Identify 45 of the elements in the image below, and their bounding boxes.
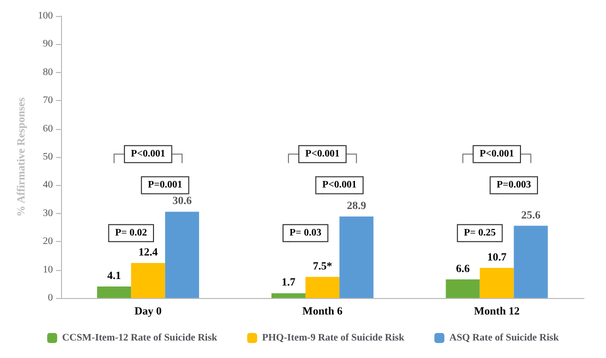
bar (97, 286, 132, 298)
data-label: 10.7 (487, 251, 507, 264)
annotation: P<0.001 (322, 180, 357, 191)
legend-label: CCSM-Item-12 Rate of Suicide Risk (62, 332, 218, 344)
bar (339, 216, 374, 298)
data-label: 4.1 (107, 270, 121, 282)
bar (305, 276, 340, 298)
y-tick-label: 20 (42, 236, 53, 248)
data-label: 25.6 (521, 209, 541, 222)
data-label: 7.5* (312, 260, 333, 272)
y-axis-title: % Affirmative Responses (16, 96, 28, 217)
y-tick-label: 70 (42, 95, 53, 106)
data-label: 28.9 (346, 200, 367, 212)
y-tick-label: 40 (42, 180, 53, 191)
y-tick-label: 50 (42, 152, 53, 162)
x-tick-label: Month 12 (474, 306, 520, 318)
annotation: P= 0.25 (464, 228, 496, 239)
bar (480, 268, 514, 298)
data-label: 1.7 (282, 276, 296, 289)
bar (131, 263, 166, 298)
y-tick-label: 10 (42, 264, 53, 276)
annotation: P=0.003 (496, 180, 531, 191)
data-label: 6.6 (456, 262, 470, 275)
annotation: P=0.001 (148, 180, 182, 191)
legend-label: ASQ Rate of Suicide Risk (449, 332, 560, 344)
annotation: P<0.001 (130, 148, 166, 160)
y-tick-label: 90 (42, 38, 53, 50)
x-tick-label: Month 6 (302, 306, 343, 318)
annotation: P<0.001 (480, 148, 514, 160)
data-label: 12.4 (138, 246, 158, 259)
data-label: 30.6 (172, 195, 192, 208)
bar (165, 212, 200, 298)
y-tick-label: 100 (38, 10, 53, 22)
y-tick-label: 80 (42, 66, 53, 78)
y-tick-label: 60 (42, 123, 53, 134)
annotation: P= 0.02 (115, 228, 147, 239)
x-tick-label: Day 0 (134, 306, 162, 318)
bar (271, 293, 306, 298)
legend-label: PHQ-Item-9 Rate of Suicide Risk (262, 332, 405, 344)
annotation: P<0.001 (305, 148, 340, 160)
bar (446, 279, 480, 298)
y-tick-label: 30 (42, 208, 53, 219)
y-tick-label: 0 (48, 292, 53, 304)
annotation: P= 0.03 (290, 228, 322, 239)
bar (514, 226, 548, 298)
